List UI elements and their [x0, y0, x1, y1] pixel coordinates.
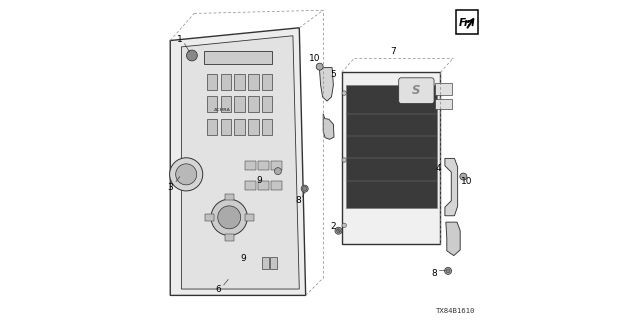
Circle shape — [301, 185, 308, 192]
Text: ACURA: ACURA — [214, 108, 231, 112]
Circle shape — [303, 187, 307, 191]
Bar — [248, 96, 259, 112]
Text: 5: 5 — [330, 70, 335, 79]
Bar — [271, 181, 282, 190]
Bar — [225, 234, 234, 241]
Bar — [262, 257, 269, 269]
Bar — [221, 74, 231, 90]
Bar — [346, 85, 437, 208]
FancyBboxPatch shape — [399, 78, 434, 104]
Polygon shape — [446, 222, 460, 256]
Bar — [342, 72, 440, 244]
Circle shape — [445, 268, 452, 274]
Circle shape — [218, 206, 241, 229]
Bar — [245, 161, 256, 170]
Circle shape — [175, 164, 196, 185]
Bar — [435, 83, 452, 95]
Text: 10: 10 — [309, 54, 321, 63]
Text: 6: 6 — [216, 285, 221, 294]
Polygon shape — [181, 36, 300, 289]
Circle shape — [275, 168, 282, 175]
Circle shape — [211, 199, 247, 236]
Text: S: S — [412, 84, 420, 97]
Polygon shape — [445, 158, 458, 216]
Bar — [221, 119, 231, 134]
Bar — [262, 96, 272, 112]
Bar — [234, 74, 245, 90]
Bar — [205, 214, 214, 220]
Circle shape — [342, 91, 346, 95]
Circle shape — [186, 50, 197, 61]
Bar — [245, 181, 256, 190]
Bar — [225, 194, 234, 200]
Circle shape — [335, 227, 342, 234]
Text: 1: 1 — [177, 35, 182, 44]
Text: 8: 8 — [296, 196, 301, 205]
Bar — [262, 74, 272, 90]
Bar — [207, 74, 218, 90]
Text: TX84B1610: TX84B1610 — [436, 308, 476, 314]
Circle shape — [316, 63, 323, 70]
Circle shape — [342, 223, 346, 228]
Bar — [271, 161, 282, 170]
Bar — [258, 181, 269, 190]
Bar — [207, 96, 218, 112]
Bar — [456, 10, 478, 34]
Text: Fr.: Fr. — [459, 18, 472, 28]
Bar — [207, 119, 218, 134]
Bar — [221, 96, 231, 112]
Circle shape — [460, 173, 467, 180]
Bar — [262, 119, 272, 134]
Text: 9: 9 — [256, 176, 262, 185]
Circle shape — [342, 158, 346, 162]
Text: 3: 3 — [168, 183, 173, 192]
Text: 4: 4 — [436, 164, 442, 173]
Circle shape — [337, 229, 340, 233]
Polygon shape — [323, 114, 334, 139]
Polygon shape — [319, 68, 333, 101]
Bar — [248, 74, 259, 90]
Bar — [204, 51, 272, 64]
Bar — [258, 161, 269, 170]
Text: 2: 2 — [331, 222, 336, 231]
Text: 8: 8 — [431, 268, 437, 278]
Bar — [245, 214, 253, 220]
Bar — [435, 99, 452, 109]
Text: 7: 7 — [390, 46, 396, 56]
Text: 10: 10 — [461, 177, 473, 186]
Bar — [234, 119, 245, 134]
Bar — [269, 257, 276, 269]
Bar — [248, 119, 259, 134]
Polygon shape — [170, 28, 306, 295]
Bar — [234, 96, 245, 112]
Text: 9: 9 — [240, 254, 246, 263]
Circle shape — [170, 158, 203, 191]
Circle shape — [446, 269, 450, 273]
